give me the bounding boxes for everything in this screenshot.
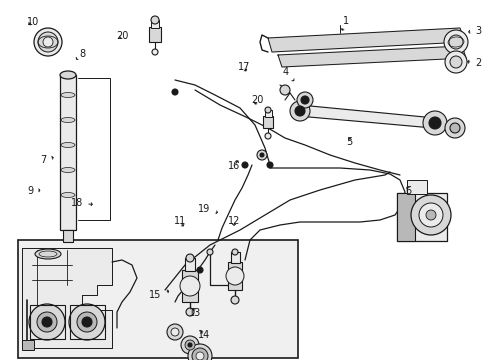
Bar — [60, 75, 76, 230]
Circle shape — [226, 267, 244, 285]
Text: 2: 2 — [468, 58, 482, 68]
Circle shape — [232, 249, 238, 255]
Text: 18: 18 — [71, 198, 92, 208]
Text: 10: 10 — [27, 17, 39, 27]
Circle shape — [231, 296, 239, 304]
Text: 5: 5 — [346, 137, 353, 147]
Circle shape — [197, 267, 203, 273]
Circle shape — [419, 203, 443, 227]
Circle shape — [167, 324, 183, 340]
Ellipse shape — [61, 193, 75, 198]
Circle shape — [265, 133, 271, 139]
Bar — [265, 110, 272, 117]
Circle shape — [77, 312, 97, 332]
Text: 13: 13 — [189, 308, 201, 318]
Circle shape — [152, 49, 158, 55]
Circle shape — [185, 340, 195, 350]
Ellipse shape — [61, 117, 75, 122]
Circle shape — [429, 117, 441, 129]
Bar — [30, 305, 65, 339]
Circle shape — [42, 317, 52, 327]
Ellipse shape — [61, 143, 75, 148]
Circle shape — [188, 343, 192, 347]
Circle shape — [450, 56, 462, 68]
Bar — [407, 180, 427, 194]
Circle shape — [207, 249, 213, 255]
Polygon shape — [22, 248, 112, 348]
Circle shape — [151, 16, 159, 24]
Polygon shape — [298, 105, 435, 128]
Circle shape — [82, 317, 92, 327]
Text: 17: 17 — [238, 62, 250, 72]
Bar — [397, 193, 415, 241]
Bar — [231, 252, 240, 263]
Bar — [182, 270, 198, 302]
Ellipse shape — [61, 93, 75, 98]
Text: 19: 19 — [198, 204, 217, 214]
Circle shape — [69, 304, 105, 340]
Circle shape — [301, 96, 309, 104]
Polygon shape — [268, 28, 465, 52]
Text: 8: 8 — [76, 49, 86, 59]
Ellipse shape — [61, 167, 75, 172]
Text: 14: 14 — [198, 330, 211, 340]
Bar — [185, 258, 195, 271]
Circle shape — [38, 32, 58, 52]
Text: 16: 16 — [228, 161, 240, 171]
Circle shape — [445, 118, 465, 138]
Bar — [18, 240, 298, 358]
Polygon shape — [278, 46, 466, 67]
Circle shape — [290, 101, 310, 121]
Circle shape — [257, 150, 267, 160]
Circle shape — [297, 92, 313, 108]
Circle shape — [34, 28, 62, 56]
Circle shape — [411, 195, 451, 235]
Bar — [263, 116, 273, 128]
Bar — [63, 230, 73, 242]
Circle shape — [37, 312, 57, 332]
Circle shape — [450, 123, 460, 133]
Text: 11: 11 — [174, 216, 186, 226]
Circle shape — [171, 328, 179, 336]
Ellipse shape — [60, 71, 76, 79]
Bar — [397, 193, 447, 241]
Text: 20: 20 — [251, 95, 264, 105]
Circle shape — [426, 210, 436, 220]
Bar — [22, 340, 34, 350]
Text: 1: 1 — [341, 16, 349, 30]
Text: 7: 7 — [40, 155, 53, 165]
Circle shape — [265, 107, 271, 113]
Circle shape — [186, 254, 194, 262]
Bar — [70, 305, 105, 339]
Circle shape — [196, 352, 204, 360]
Circle shape — [181, 336, 199, 354]
Circle shape — [188, 344, 212, 360]
Bar — [149, 27, 161, 42]
Text: 15: 15 — [149, 290, 169, 300]
Circle shape — [172, 89, 178, 95]
Text: 12: 12 — [228, 216, 240, 226]
Text: 9: 9 — [27, 186, 40, 196]
Circle shape — [242, 162, 248, 168]
Circle shape — [445, 51, 467, 73]
Ellipse shape — [35, 249, 61, 259]
Circle shape — [29, 304, 65, 340]
Text: 20: 20 — [116, 31, 128, 41]
Circle shape — [280, 85, 290, 95]
Circle shape — [423, 111, 447, 135]
Text: 4: 4 — [283, 67, 294, 81]
Circle shape — [449, 35, 463, 49]
Circle shape — [267, 162, 273, 168]
Circle shape — [295, 106, 305, 116]
Circle shape — [43, 37, 53, 47]
Text: 3: 3 — [469, 26, 482, 36]
Text: 6: 6 — [406, 186, 412, 196]
Bar — [151, 20, 159, 28]
Circle shape — [444, 30, 468, 54]
Circle shape — [186, 308, 194, 316]
Circle shape — [180, 276, 200, 296]
Circle shape — [260, 153, 264, 157]
Bar — [228, 262, 242, 290]
Circle shape — [192, 348, 208, 360]
